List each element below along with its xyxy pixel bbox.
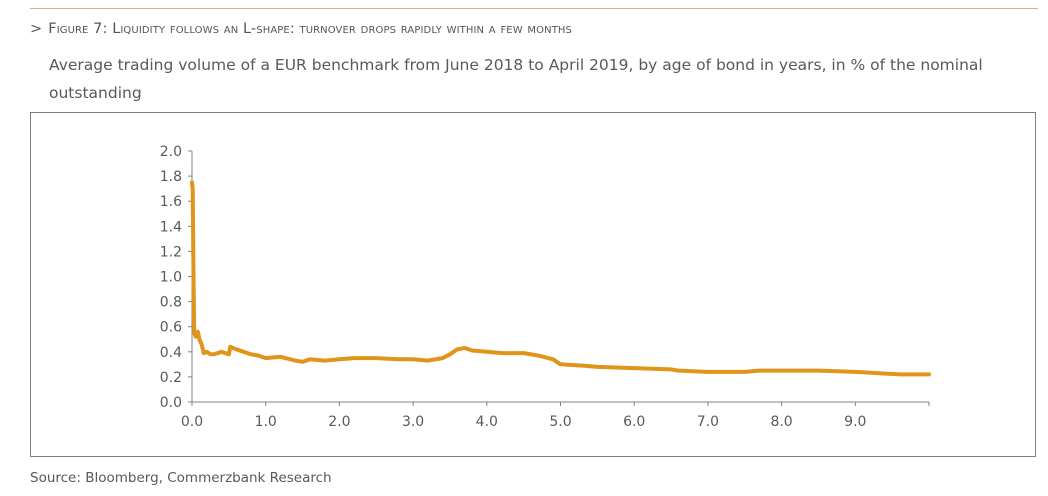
x-tick-label: 9.0 (844, 414, 866, 430)
source-note: Source: Bloomberg, Commerzbank Research (30, 470, 332, 486)
figure-title-text: Figure 7: Liquidity follows an L-shape: … (48, 21, 572, 37)
x-tick-label: 4.0 (476, 414, 498, 430)
y-tick-label: 0.4 (160, 345, 182, 361)
y-tick-label: 1.4 (160, 219, 182, 235)
y-tick-label: 0.8 (160, 295, 182, 311)
y-tick-label: 2.0 (160, 144, 182, 160)
x-tick-label: 3.0 (402, 414, 424, 430)
line-chart: 0.0 0.2 0.4 0.6 0.8 1.0 1.2 1.4 1.6 1.8 2.0 0.0 1.0 2… (160, 144, 931, 430)
y-tick-label: 1.2 (160, 244, 182, 260)
figure-title: > Figure 7: Liquidity follows an L-shape:… (30, 21, 572, 37)
x-tick-label: 1.0 (255, 414, 277, 430)
y-tick-label: 1.0 (160, 270, 182, 286)
y-tick-label: 0.6 (160, 320, 182, 336)
x-tick-label: 2.0 (328, 414, 350, 430)
chart-frame: 0.0 0.2 0.4 0.6 0.8 1.0 1.2 1.4 1.6 1.8 2.0 0.0 1.0 2… (30, 112, 1036, 457)
x-tick-label: 8.0 (770, 414, 792, 430)
x-tick-label: 0.0 (181, 414, 203, 430)
figure-subtitle: Average trading volume of a EUR benchmar… (49, 56, 983, 102)
y-tick-label: 0.2 (160, 370, 182, 386)
figure-marker: > (30, 21, 43, 37)
top-rule (30, 8, 1038, 9)
y-tick-label: 0.0 (160, 395, 182, 411)
x-tick-label: 5.0 (549, 414, 571, 430)
y-tick-label: 1.8 (160, 169, 182, 185)
x-tick-label: 6.0 (623, 414, 645, 430)
series-line (190, 180, 931, 377)
y-tick-label: 1.6 (160, 194, 182, 210)
x-tick-label: 7.0 (697, 414, 719, 430)
